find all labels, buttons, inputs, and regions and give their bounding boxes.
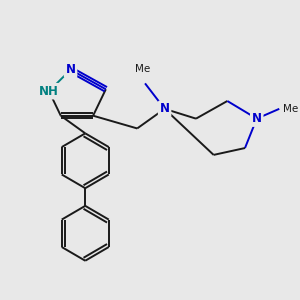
Text: N: N [160,102,170,115]
Text: N: N [252,112,262,125]
Text: NH: NH [39,85,59,98]
Text: N: N [66,63,76,76]
Text: Me: Me [283,104,298,114]
Text: Me: Me [135,64,151,74]
